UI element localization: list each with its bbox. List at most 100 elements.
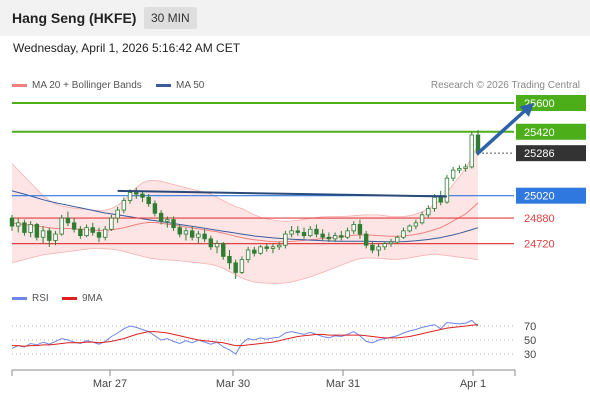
timeframe-badge[interactable]: 30 MIN [144,7,197,29]
support-label-24720: 24720 [524,239,555,251]
candle-body [276,244,282,248]
resistance-label-25420: 25420 [524,127,555,139]
x-axis-label: Mar 30 [216,378,250,390]
x-axis-label: Mar 27 [93,378,127,390]
candle-body [196,233,201,238]
candle-body [326,236,332,240]
forecast-arrow-head [519,102,534,117]
candle-body [90,227,95,233]
candle-body [444,177,450,203]
candle-body [183,230,189,235]
candle-body [419,214,425,224]
ma9-legend-label: 9MA [82,293,103,304]
candle-body [96,232,102,238]
candle-body [214,243,220,248]
candle-body [382,243,387,248]
copyright-label: Research © 2026 Trading Central [430,80,580,91]
candle-body [165,219,170,222]
candle-body [295,230,301,233]
candle-body [463,166,468,169]
pivot-label: 25020 [524,191,555,203]
candle-body [233,262,238,273]
datetime-label: Wednesday, April 1, 2026 5:16:42 AM CET [13,41,241,55]
candle-body [71,222,77,230]
candle-body [407,225,412,232]
candle-body [40,230,46,238]
candle-body [47,230,52,241]
x-axis-label: Mar 31 [326,378,360,390]
ma50-legend-label: MA 50 [176,80,205,91]
candle-body [208,238,214,248]
candle-body [457,168,462,171]
candle-body [264,246,269,249]
candle-body [9,217,15,227]
rsi-9ma-line [12,324,479,347]
forecast-arrow-shaft [476,106,530,155]
legend-ma20: MA 20 + Bollinger Bands [12,80,142,91]
ma20-legend-label: MA 20 + Bollinger Bands [32,80,142,91]
bollinger-band-fill [12,144,478,284]
legend-ma50: MA 50 [156,80,204,91]
candle-body [370,244,375,251]
candle-body [258,246,263,254]
candle-body [363,233,369,246]
candle-body [450,169,456,179]
candle-body [78,228,83,237]
rsi-legend-label: RSI [32,293,49,304]
candle-body [34,224,40,238]
candle-body [469,134,474,168]
candle-body [283,233,288,246]
candle-body [202,233,207,240]
rsi-line [11,319,479,355]
rsi-tick-30: 30 [524,349,536,361]
candle-body [332,235,338,240]
last-price-label: 25286 [524,148,555,160]
candle-body [357,224,363,235]
candle-body [59,217,64,235]
candle-body [146,196,151,205]
candle-body [339,235,344,238]
rsi-tick-70: 70 [524,321,536,333]
candle-body [16,222,21,227]
candle-body [121,200,127,211]
candle-body [289,230,294,235]
candle-body [177,227,182,235]
resistance-label-bg-25420 [516,123,586,140]
ma50-line [11,190,479,243]
resistance-label-bg-25600 [516,94,586,111]
candle-body [270,246,276,249]
candle-body [134,192,139,195]
candle-body [320,233,325,238]
candle-body [308,228,313,237]
candle-body [388,241,394,245]
candle-body [171,219,176,229]
ma20-line [11,202,479,243]
instrument-title: Hang Seng (HKFE) [12,10,137,26]
pivot-label-bg [516,187,586,204]
ma20-swatch [12,83,27,87]
candle-body [227,256,232,264]
candle-body [413,222,419,227]
x-axis-label: Apr 1 [460,378,486,390]
candle-body [109,217,114,230]
candle-body [351,224,356,232]
candle-body [127,192,133,201]
last-price-label-bg [516,145,586,162]
candle-body [189,230,195,238]
candle-body [395,236,400,243]
candle-body [245,249,251,261]
support-label-24880: 24880 [524,213,555,225]
candle-body [158,212,164,222]
candle-body [84,227,89,237]
ma50-swatch [156,83,171,87]
rsi-tick-50: 50 [524,335,536,347]
candle-body [438,196,443,203]
bollinger-lower-line [11,247,479,284]
trendline [117,189,447,198]
candle-body [314,228,319,235]
legend-rsi: RSI [12,293,49,304]
candle-body [22,222,27,233]
candle-body [115,209,120,219]
candle-body [53,233,58,241]
